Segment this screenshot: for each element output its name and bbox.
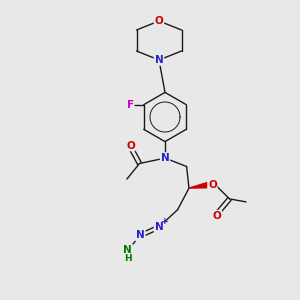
Text: N: N — [136, 230, 145, 241]
Text: N: N — [154, 222, 164, 232]
Text: O: O — [208, 179, 217, 190]
Text: O: O — [154, 16, 164, 26]
Text: H: H — [124, 254, 132, 263]
Text: N: N — [154, 55, 164, 65]
Text: N: N — [123, 245, 132, 255]
Text: N: N — [160, 153, 169, 163]
Text: O: O — [212, 211, 221, 221]
Text: O: O — [126, 140, 135, 151]
Text: F: F — [127, 100, 134, 110]
Text: +: + — [161, 217, 169, 226]
Polygon shape — [189, 182, 211, 188]
